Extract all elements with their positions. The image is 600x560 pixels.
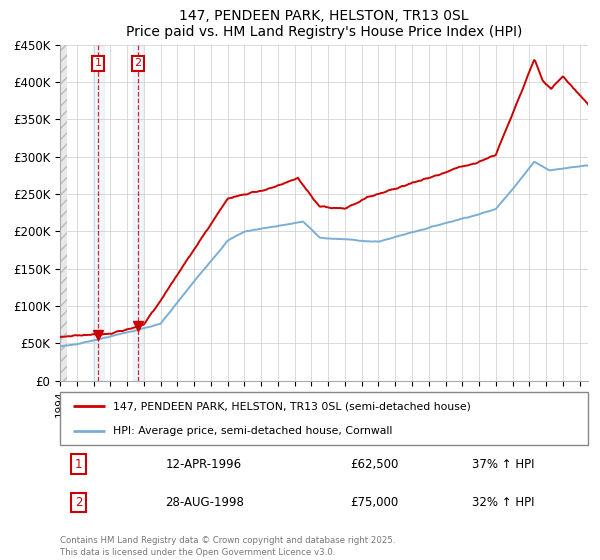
Text: 32% ↑ HPI: 32% ↑ HPI: [472, 496, 535, 509]
FancyBboxPatch shape: [60, 392, 588, 445]
Text: 2: 2: [134, 58, 142, 68]
Title: 147, PENDEEN PARK, HELSTON, TR13 0SL
Price paid vs. HM Land Registry's House Pri: 147, PENDEEN PARK, HELSTON, TR13 0SL Pri…: [126, 10, 522, 39]
Bar: [60, 45, 67, 381]
Text: £75,000: £75,000: [350, 496, 398, 509]
Text: 1: 1: [95, 58, 102, 68]
Text: HPI: Average price, semi-detached house, Cornwall: HPI: Average price, semi-detached house,…: [113, 426, 392, 436]
Text: 147, PENDEEN PARK, HELSTON, TR13 0SL (semi-detached house): 147, PENDEEN PARK, HELSTON, TR13 0SL (se…: [113, 402, 470, 412]
Bar: [93, 45, 104, 381]
Text: 2: 2: [75, 496, 82, 509]
Text: £62,500: £62,500: [350, 458, 399, 470]
Bar: [133, 45, 143, 381]
Text: Contains HM Land Registry data © Crown copyright and database right 2025.
This d: Contains HM Land Registry data © Crown c…: [60, 536, 395, 557]
Text: 37% ↑ HPI: 37% ↑ HPI: [472, 458, 535, 470]
Text: 28-AUG-1998: 28-AUG-1998: [166, 496, 244, 509]
Text: 12-APR-1996: 12-APR-1996: [166, 458, 242, 470]
Text: 1: 1: [75, 458, 82, 470]
